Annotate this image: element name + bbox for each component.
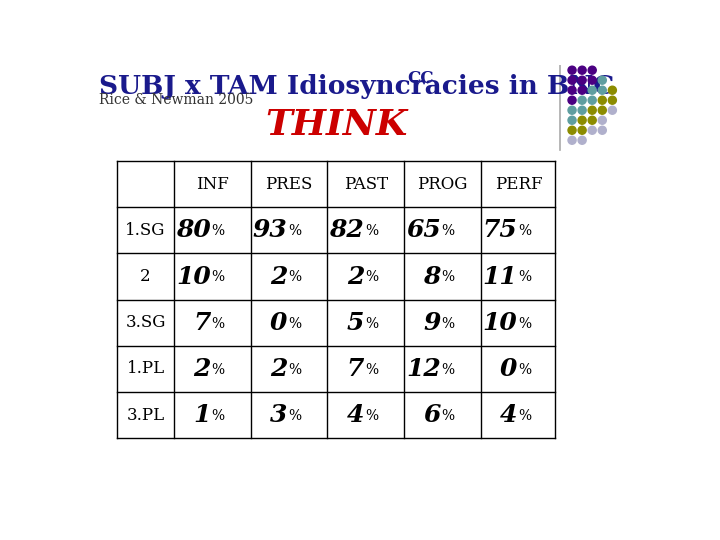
Circle shape [578,76,586,84]
Text: 4: 4 [500,403,518,427]
Circle shape [568,76,576,84]
Text: %: % [441,363,454,377]
Text: 3: 3 [270,403,287,427]
Text: %: % [288,409,302,423]
Text: %: % [212,316,225,330]
Text: 10: 10 [482,310,518,335]
Text: %: % [365,271,378,285]
Text: %: % [212,363,225,377]
Circle shape [578,116,586,124]
Circle shape [598,126,606,134]
Circle shape [608,96,616,104]
Text: %: % [518,224,531,238]
Text: 5: 5 [347,310,364,335]
Text: 80: 80 [176,218,211,242]
Circle shape [588,76,596,84]
Text: %: % [365,409,378,423]
Text: CC: CC [407,70,433,87]
Circle shape [578,106,586,114]
Circle shape [598,76,606,84]
Text: %: % [212,409,225,423]
Circle shape [568,96,576,104]
Text: 3.SG: 3.SG [125,314,166,331]
Text: 2: 2 [270,265,287,288]
Text: PROG: PROG [417,176,467,193]
Circle shape [568,136,576,144]
Text: 93: 93 [253,218,287,242]
Circle shape [568,126,576,134]
Circle shape [598,116,606,124]
Text: 65: 65 [406,218,441,242]
Text: %: % [441,224,454,238]
Text: PAST: PAST [343,176,387,193]
Text: 2: 2 [270,357,287,381]
Text: 1.PL: 1.PL [127,361,165,377]
Text: 82: 82 [329,218,364,242]
Text: 8: 8 [423,265,441,288]
Text: %: % [518,271,531,285]
Text: %: % [288,363,302,377]
Text: %: % [441,409,454,423]
Text: 1: 1 [194,403,211,427]
Circle shape [568,106,576,114]
Circle shape [578,126,586,134]
Circle shape [588,86,596,94]
Circle shape [578,66,586,74]
Circle shape [588,66,596,74]
Text: %: % [518,409,531,423]
Circle shape [608,106,616,114]
Text: %: % [288,224,302,238]
Text: %: % [212,224,225,238]
Circle shape [578,86,586,94]
Text: 12: 12 [406,357,441,381]
Text: PRES: PRES [265,176,312,193]
Text: %: % [441,316,454,330]
Text: 2: 2 [194,357,211,381]
Text: INF: INF [196,176,229,193]
Text: 7: 7 [347,357,364,381]
Text: Rice & Newman 2005: Rice & Newman 2005 [99,93,253,107]
Text: %: % [288,316,302,330]
Circle shape [568,86,576,94]
Text: %: % [441,271,454,285]
Text: 3.PL: 3.PL [127,407,165,424]
Text: %: % [365,224,378,238]
Text: 11: 11 [482,265,518,288]
Text: SUBJ x TAM Idiosyncracies in BNC: SUBJ x TAM Idiosyncracies in BNC [99,74,615,99]
Circle shape [578,96,586,104]
Text: 9: 9 [423,310,441,335]
Text: %: % [212,271,225,285]
Text: %: % [365,316,378,330]
Text: 6: 6 [423,403,441,427]
Text: 2: 2 [140,268,151,285]
Text: THINK: THINK [265,108,408,142]
Circle shape [568,116,576,124]
Text: 2: 2 [347,265,364,288]
Text: 4: 4 [347,403,364,427]
Circle shape [588,106,596,114]
Circle shape [608,86,616,94]
Circle shape [598,96,606,104]
Text: 1.SG: 1.SG [125,222,166,239]
Circle shape [568,66,576,74]
Circle shape [588,116,596,124]
Circle shape [598,106,606,114]
Text: 0: 0 [270,310,287,335]
Text: 7: 7 [194,310,211,335]
Circle shape [598,86,606,94]
Text: 75: 75 [482,218,518,242]
Text: %: % [365,363,378,377]
Text: %: % [288,271,302,285]
Text: PERF: PERF [495,176,543,193]
Text: %: % [518,363,531,377]
Text: 10: 10 [176,265,211,288]
Circle shape [588,126,596,134]
Circle shape [588,96,596,104]
Text: 0: 0 [500,357,518,381]
Circle shape [578,136,586,144]
Text: %: % [518,316,531,330]
